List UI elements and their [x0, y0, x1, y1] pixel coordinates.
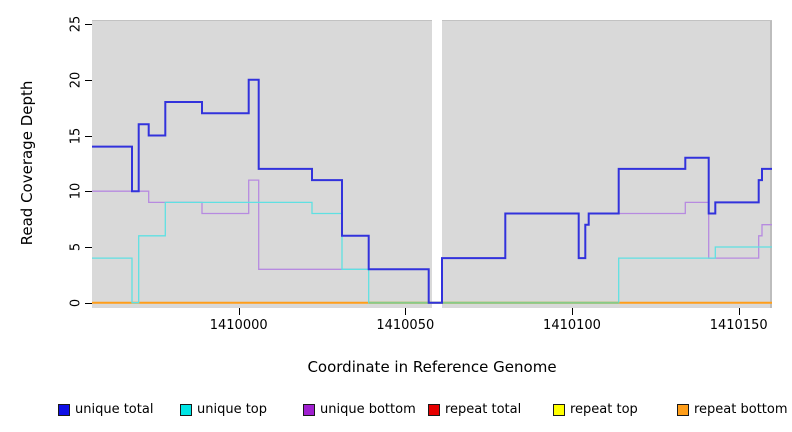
- legend-label-repeat-top: repeat top: [570, 402, 638, 417]
- legend-swatch-repeat-total: [428, 404, 440, 416]
- y-tick: [85, 302, 92, 304]
- chart-svg: [92, 20, 772, 308]
- legend-label-unique-bottom: unique bottom: [320, 402, 416, 417]
- y-tick: [85, 247, 92, 248]
- y-tick-label: 15: [68, 127, 84, 144]
- y-tick-label: 5: [68, 242, 84, 252]
- series-unique-total: [92, 78, 772, 304]
- series-unique-top: [92, 201, 772, 304]
- y-axis-title: Read Coverage Depth: [18, 80, 36, 246]
- legend-label-unique-top: unique top: [197, 402, 268, 417]
- x-tick: [572, 308, 573, 315]
- x-tick-label: 1410050: [376, 318, 435, 333]
- legend-label-repeat-bottom: repeat bottom: [694, 402, 788, 417]
- x-tick: [238, 308, 240, 315]
- plot-panel: [92, 20, 772, 308]
- y-tick-label: 20: [68, 71, 84, 88]
- y-tick: [85, 135, 92, 137]
- x-axis-title: Coordinate in Reference Genome: [307, 358, 557, 376]
- y-tick: [85, 79, 92, 81]
- y-tick-label: 25: [68, 15, 84, 33]
- x-tick: [738, 308, 740, 315]
- x-tick-label: 1410150: [709, 318, 768, 333]
- legend-swatch-unique-bottom: [303, 404, 315, 416]
- legend-swatch-unique-total: [58, 404, 70, 416]
- x-tick: [405, 308, 407, 315]
- legend-swatch-unique-top: [180, 404, 192, 416]
- y-tick-label: 10: [68, 182, 84, 200]
- legend-label-unique-total: unique total: [75, 402, 154, 417]
- no-data-gap: [432, 20, 442, 308]
- y-tick: [85, 24, 92, 25]
- legend-swatch-repeat-bottom: [677, 404, 689, 416]
- y-tick: [85, 191, 92, 193]
- x-tick-label: 1410100: [543, 318, 601, 333]
- y-tick-label: 0: [68, 298, 84, 307]
- x-tick-label: 1410000: [209, 318, 268, 333]
- legend-swatch-repeat-top: [553, 404, 565, 416]
- legend-label-repeat-total: repeat total: [445, 402, 522, 417]
